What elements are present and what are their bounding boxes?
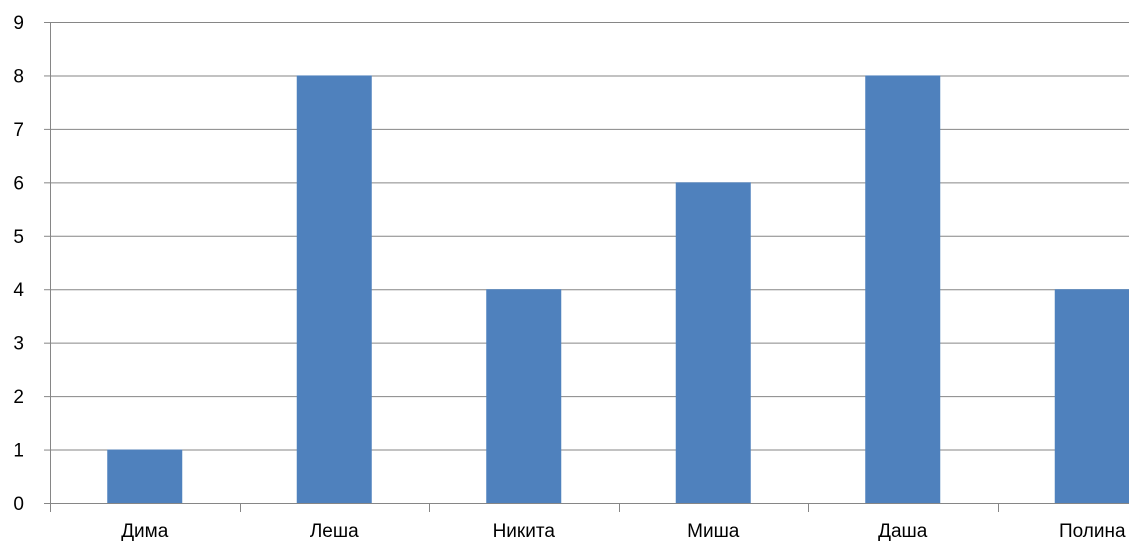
y-tick-label-1: 1 xyxy=(13,441,24,462)
bar-Никита xyxy=(486,289,562,503)
y-tick-label-9: 9 xyxy=(13,13,24,34)
bar-Даша xyxy=(865,75,941,503)
y-tick-label-2: 2 xyxy=(13,387,24,408)
bar-Миша xyxy=(675,182,751,504)
y-tick-label-5: 5 xyxy=(13,227,24,248)
x-tick-labels: Дима Леша Никита Миша Даша Полина xyxy=(121,521,1126,542)
x-tick-label-5: Даша xyxy=(878,521,928,542)
y-tick-label-8: 8 xyxy=(13,66,24,87)
x-tick-label-2: Леша xyxy=(310,521,359,542)
y-tick-label-0: 0 xyxy=(13,494,24,515)
x-tick-label-3: Никита xyxy=(493,521,556,542)
x-tick-label-6: Полина xyxy=(1059,521,1126,542)
x-tick-label-4: Миша xyxy=(687,521,740,542)
x-tick-label-1: Дима xyxy=(121,521,169,542)
bar-Дима xyxy=(107,449,183,503)
bar-Полина xyxy=(1054,289,1129,503)
y-tick-label-4: 4 xyxy=(13,280,24,301)
y-tick-labels: 0 1 2 3 4 5 6 7 8 9 xyxy=(13,13,24,515)
gridlines xyxy=(50,22,1129,451)
axes xyxy=(44,22,1129,512)
y-tick-label-7: 7 xyxy=(13,120,24,141)
y-tick-label-3: 3 xyxy=(13,334,24,355)
y-tick-label-6: 6 xyxy=(13,173,24,194)
bars xyxy=(107,75,1129,504)
bar-Леша xyxy=(296,75,372,503)
